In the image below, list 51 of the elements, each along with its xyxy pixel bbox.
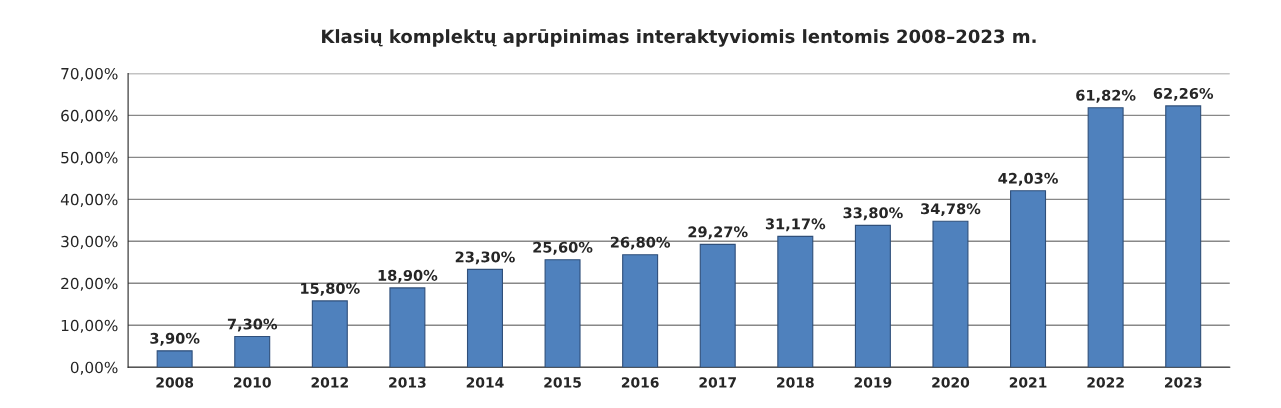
x-tick-label: 2012 — [311, 377, 348, 388]
x-tick-label: 2022 — [1087, 377, 1124, 388]
data-label: 3,90% — [150, 332, 200, 346]
x-tick-label: 2019 — [854, 377, 892, 388]
bar — [622, 254, 659, 368]
y-tick-label: 50,00% — [61, 151, 118, 165]
x-tick-label: 2023 — [1164, 377, 1202, 388]
data-label: 29,27% — [688, 226, 748, 240]
y-tick-label: 0,00% — [70, 361, 118, 375]
y-tick-label: 20,00% — [61, 277, 118, 291]
y-tick-label: 60,00% — [61, 109, 118, 123]
x-tick-label: 2021 — [1009, 377, 1047, 388]
x-tick-label: 2020 — [932, 377, 970, 388]
bar — [466, 268, 503, 368]
bar — [234, 336, 271, 368]
data-label: 25,60% — [533, 241, 593, 255]
bar — [156, 350, 193, 368]
bar — [699, 243, 736, 368]
x-tick-label: 2010 — [234, 377, 271, 388]
data-label: 7,30% — [227, 318, 278, 332]
x-tick-label: 2015 — [544, 377, 581, 388]
data-label: 33,80% — [843, 207, 903, 221]
bar — [311, 300, 348, 368]
data-label: 34,78% — [921, 203, 981, 217]
x-tick-label: 2017 — [699, 377, 736, 388]
data-label: 61,82% — [1076, 89, 1136, 103]
data-label: 31,17% — [765, 218, 826, 232]
data-label: 62,26% — [1153, 87, 1214, 101]
x-tick-label: 2008 — [156, 377, 194, 388]
y-tick-label: 70,00% — [61, 67, 118, 82]
x-tick-label: 2016 — [621, 377, 659, 388]
y-tick-label: 30,00% — [61, 235, 118, 249]
bar — [777, 235, 814, 368]
bar — [389, 287, 426, 368]
bar — [932, 220, 969, 368]
data-label: 42,03% — [998, 172, 1058, 186]
data-label: 18,90% — [378, 269, 438, 283]
data-label: 23,30% — [455, 251, 515, 265]
data-label: 26,80% — [610, 236, 671, 250]
data-label: 15,80% — [301, 282, 360, 296]
x-tick-label: 2018 — [777, 377, 814, 388]
x-tick-label: 2013 — [389, 377, 426, 388]
x-tick-label: 2014 — [466, 377, 504, 388]
y-tick-label: 10,00% — [61, 319, 118, 333]
chart-title: Klasių komplektų aprūpinimas interaktyviomis lentomis 2008–2023 m. — [322, 29, 1036, 47]
bar — [544, 259, 581, 368]
bar — [854, 224, 891, 368]
bar — [1010, 190, 1047, 368]
bar — [1165, 105, 1202, 368]
bar — [1087, 107, 1124, 368]
y-tick-label: 40,00% — [60, 193, 118, 207]
